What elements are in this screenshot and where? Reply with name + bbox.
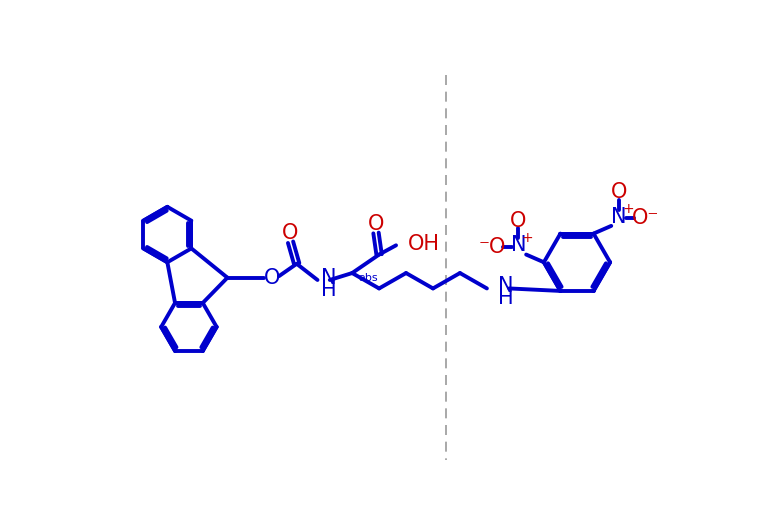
Text: ⁻O: ⁻O xyxy=(478,237,506,257)
Text: O: O xyxy=(264,268,280,288)
Text: O: O xyxy=(511,211,527,231)
Text: H: H xyxy=(321,280,336,300)
Text: H: H xyxy=(498,288,514,308)
Text: O: O xyxy=(611,182,628,202)
Text: +: + xyxy=(622,202,634,216)
Text: N: N xyxy=(498,276,514,296)
Text: +: + xyxy=(522,231,534,245)
Text: N: N xyxy=(321,268,336,288)
Text: O: O xyxy=(282,223,298,243)
Text: N: N xyxy=(511,235,526,255)
Text: O: O xyxy=(368,214,384,234)
Text: abs: abs xyxy=(358,272,378,282)
Text: OH: OH xyxy=(408,234,441,254)
Text: O⁻: O⁻ xyxy=(631,208,659,228)
Text: N: N xyxy=(611,207,627,227)
